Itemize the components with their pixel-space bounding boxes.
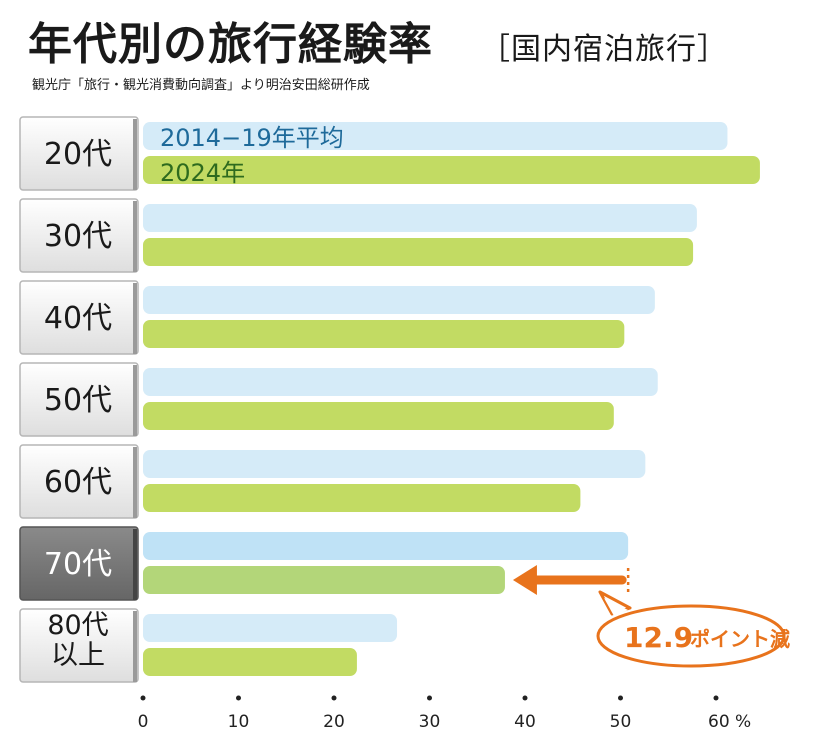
category-box	[19, 362, 139, 437]
bar-current	[143, 484, 581, 512]
callout-text: ポイント減	[690, 627, 790, 651]
x-tick-label: 20	[323, 712, 345, 732]
category-box-shadow	[133, 529, 137, 600]
x-tick-label: 10	[228, 712, 250, 732]
x-tick-label: 0	[138, 712, 149, 732]
bar-baseline	[143, 286, 655, 314]
category-box-shadow	[133, 119, 137, 190]
category-box	[19, 444, 139, 519]
chart-title: 年代別の旅行経験率	[28, 19, 433, 70]
category-label: 30代	[44, 219, 112, 254]
bar-baseline	[143, 532, 629, 560]
series-label-baseline: 2014−19年平均	[160, 124, 344, 152]
category-label: 80代	[47, 610, 108, 641]
series-label-current: 2024年	[160, 159, 245, 187]
x-tick-label: 40	[514, 712, 536, 732]
category-label: 60代	[44, 465, 112, 500]
category-label: 以上	[51, 640, 105, 671]
bar-baseline	[143, 122, 728, 150]
x-tick	[331, 695, 337, 701]
category-label: 20代	[44, 137, 112, 172]
category-box-shadow	[133, 283, 137, 354]
category-box	[19, 526, 139, 601]
category-label: 40代	[44, 301, 112, 336]
category-box	[19, 198, 139, 273]
bar-current	[143, 156, 760, 184]
bar-current	[143, 238, 694, 266]
chart-source: 観光庁「旅行・観光消費動向調査」より明治安田総研作成	[32, 78, 370, 93]
x-tick-label: 30	[419, 712, 441, 732]
bar-baseline	[143, 204, 697, 232]
x-tick	[236, 695, 241, 701]
bar-baseline	[143, 614, 398, 642]
callout-tail-mask	[604, 598, 628, 616]
category-box-shadow	[133, 365, 137, 436]
x-tick	[140, 695, 146, 701]
category-box	[19, 608, 139, 683]
bar-current	[143, 566, 505, 594]
category-box-shadow	[133, 201, 137, 272]
x-tick-label: 60 %	[708, 712, 751, 732]
x-tick	[713, 695, 719, 701]
bar-baseline	[143, 450, 646, 478]
chart-subtitle: ［国内宿泊旅行］	[480, 32, 728, 67]
category-box-shadow	[133, 611, 137, 682]
bar-current	[143, 402, 614, 430]
bar-baseline	[143, 368, 658, 396]
annotation-arrow-head	[512, 565, 537, 595]
category-box	[19, 116, 139, 191]
x-tick	[618, 695, 623, 701]
callout-bubble	[596, 604, 786, 668]
bar-current	[143, 320, 625, 348]
category-box	[19, 280, 139, 355]
category-label: 70代	[44, 547, 112, 582]
category-label: 50代	[44, 383, 112, 418]
x-tick-label: 50	[610, 712, 632, 732]
x-tick	[522, 695, 528, 701]
callout-value: 12.9	[624, 621, 693, 654]
x-tick	[427, 695, 432, 701]
category-box-shadow	[133, 447, 137, 518]
bar-current	[143, 648, 357, 676]
